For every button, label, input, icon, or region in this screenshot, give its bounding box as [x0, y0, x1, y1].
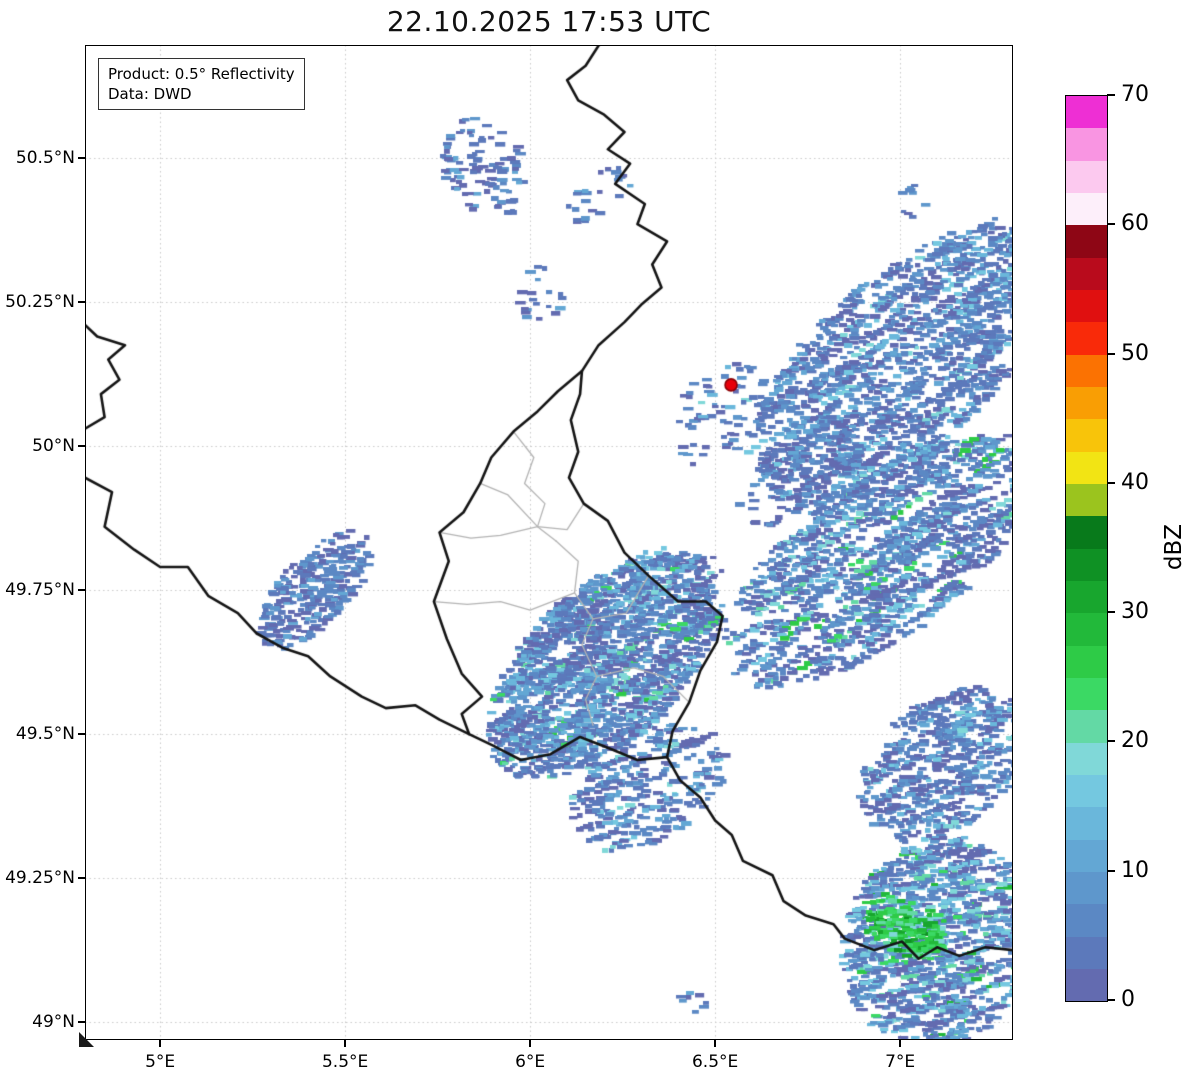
y-tick-mark	[78, 1021, 85, 1023]
y-tick-label: 49.25°N	[5, 868, 75, 889]
colorbar-band	[1066, 774, 1107, 808]
y-tick-mark	[78, 445, 85, 447]
colorbar-band	[1066, 580, 1107, 614]
colorbar-band	[1066, 936, 1107, 969]
y-tick-label: 49.75°N	[5, 580, 75, 601]
colorbar-band	[1066, 839, 1107, 872]
colorbar-band	[1066, 451, 1107, 484]
y-tick-label: 50.25°N	[5, 291, 75, 312]
y-tick-label: 50.5°N	[15, 147, 75, 168]
colorbar-band	[1066, 968, 1107, 1002]
x-tick-label: 6.5°E	[691, 1052, 739, 1072]
colorbar-tick-label: 30	[1121, 599, 1149, 625]
colorbar-band	[1066, 871, 1107, 905]
x-tick-mark	[159, 1040, 161, 1047]
figure-title: 22.10.2025 17:53 UTC	[386, 5, 712, 38]
y-tick-mark	[78, 877, 85, 879]
colorbar-tick-label: 10	[1121, 857, 1149, 883]
x-tick-mark	[714, 1040, 716, 1047]
y-tick-label: 49.5°N	[15, 724, 75, 745]
colorbar-tick-mark	[1107, 611, 1115, 614]
axis-corner-mark	[79, 1032, 94, 1047]
y-tick-mark	[78, 733, 85, 735]
colorbar-band	[1066, 904, 1107, 937]
colorbar-unit-label: dBZ	[1161, 523, 1187, 571]
colorbar-band	[1066, 613, 1107, 646]
colorbar-band	[1066, 225, 1107, 258]
colorbar-band	[1066, 548, 1107, 581]
x-tick-label: 7°E	[885, 1052, 916, 1072]
x-tick-mark	[344, 1040, 346, 1047]
colorbar-band	[1066, 516, 1107, 549]
colorbar-tick-label: 0	[1121, 987, 1135, 1012]
colorbar-band	[1066, 257, 1107, 290]
x-tick-mark	[529, 1040, 531, 1047]
colorbar-tick-label: 60	[1121, 211, 1149, 237]
x-tick-label: 6°E	[515, 1052, 546, 1072]
y-tick-label: 49°N	[32, 1012, 75, 1033]
colorbar-band	[1066, 128, 1107, 161]
y-tick-mark	[78, 157, 85, 159]
colorbar-tick-mark	[1107, 869, 1115, 872]
colorbar-band	[1066, 419, 1107, 452]
colorbar-tick-label: 40	[1121, 469, 1149, 495]
colorbar-tick-mark	[1107, 999, 1115, 1001]
colorbar-band	[1066, 645, 1107, 678]
product-label: Product: 0.5° Reflectivity	[108, 65, 295, 83]
map-plot-area: Product: 0.5° Reflectivity Data: DWD	[85, 45, 1013, 1040]
product-info-box: Product: 0.5° Reflectivity Data: DWD	[98, 58, 305, 110]
y-tick-mark	[78, 589, 85, 591]
colorbar-tick-mark	[1107, 740, 1115, 743]
colorbar-tick-label: 20	[1121, 728, 1149, 754]
colorbar-tick-label: 70	[1121, 82, 1149, 107]
colorbar-tick-mark	[1107, 352, 1115, 355]
colorbar-band	[1066, 192, 1107, 226]
colorbar-band	[1066, 96, 1107, 129]
data-source-label: Data: DWD	[108, 85, 192, 103]
colorbar-band	[1066, 742, 1107, 775]
x-tick-label: 5.5°E	[321, 1052, 369, 1072]
y-tick-mark	[78, 301, 85, 303]
colorbar-band	[1066, 710, 1107, 743]
x-tick-mark	[899, 1040, 901, 1047]
colorbar	[1065, 95, 1108, 1002]
radar-map-canvas	[85, 45, 1013, 1040]
colorbar-band	[1066, 322, 1107, 355]
y-tick-label: 50°N	[32, 435, 75, 456]
colorbar-tick-mark	[1107, 223, 1115, 226]
colorbar-band	[1066, 483, 1107, 517]
colorbar-tick-mark	[1107, 94, 1115, 96]
colorbar-band	[1066, 289, 1107, 323]
colorbar-band	[1066, 807, 1107, 840]
colorbar-band	[1066, 160, 1107, 193]
colorbar-band	[1066, 354, 1107, 387]
x-tick-label: 5°E	[145, 1052, 176, 1072]
colorbar-band	[1066, 677, 1107, 711]
colorbar-tick-label: 50	[1121, 340, 1149, 366]
colorbar-tick-mark	[1107, 481, 1115, 484]
colorbar-band	[1066, 386, 1107, 420]
